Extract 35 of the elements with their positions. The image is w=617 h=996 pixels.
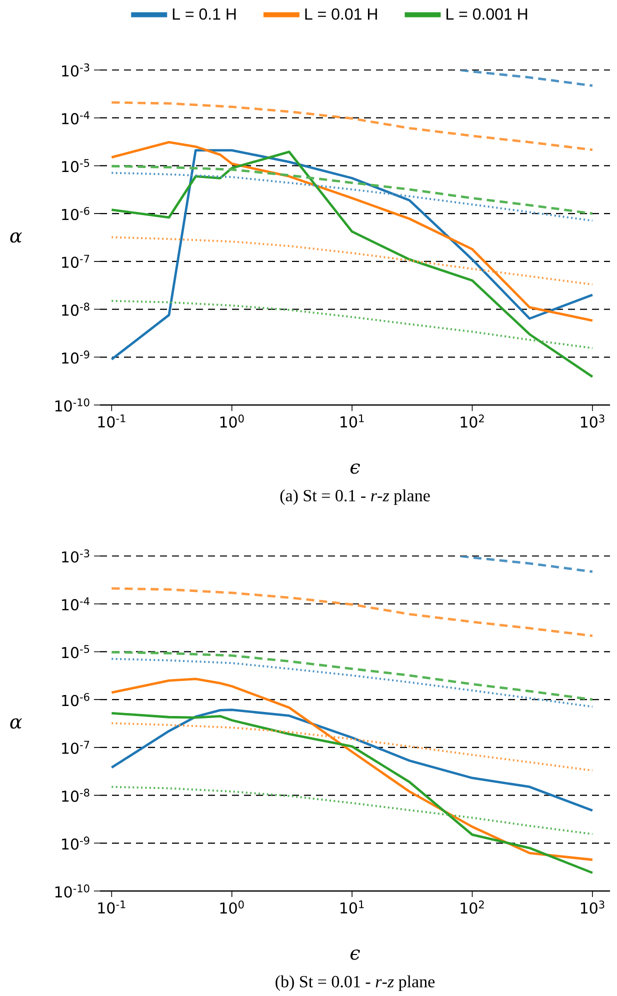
x-tick-label: 10$^{2}$	[460, 900, 484, 914]
x-tick-label: 10$^{0}$	[220, 414, 244, 428]
x-tick-label: 10$^{3}$	[580, 414, 604, 428]
x-tick-label: 10$^{1}$	[340, 414, 364, 428]
y-axis-title: α	[10, 718, 22, 729]
x-tick-label: 10$^{1}$	[340, 900, 364, 914]
y-tick-label: 10$^{-4}$	[62, 597, 90, 610]
x-tick-label: 10$^{0}$	[220, 900, 244, 914]
legend-label: L = 0.01 H	[305, 8, 377, 20]
text: (b) St = 0.01 - r-z plane	[276, 975, 435, 991]
y-tick-label: 10$^{-6}$	[62, 692, 90, 706]
text: (a) St = 0.1 - r-z plane	[280, 489, 430, 505]
y-tick-label: 10$^{-4}$	[62, 111, 90, 124]
legend-label: L = 0.001 H	[446, 8, 528, 20]
x-axis-title: ϵ	[350, 949, 360, 960]
y-tick-label: 10$^{-6}$	[62, 206, 90, 220]
y-tick-label: 10$^{-3}$	[62, 549, 90, 563]
y-tick-label: 10$^{-8}$	[62, 788, 90, 802]
y-tick-label: 10$^{-7}$	[62, 254, 90, 268]
y-tick-label: 10$^{-5}$	[62, 645, 90, 658]
y-tick-label: 10$^{-9}$	[62, 350, 90, 364]
x-tick-label: 10$^{-1}$	[98, 900, 126, 914]
y-tick-label: 10$^{-5}$	[62, 159, 90, 172]
y-tick-label: 10$^{-10}$	[55, 884, 90, 898]
y-tick-label: 10$^{-10}$	[55, 398, 90, 412]
x-tick-label: 10$^{-1}$	[98, 414, 126, 428]
y-tick-label: 10$^{-7}$	[62, 740, 90, 754]
y-tick-label: 10$^{-9}$	[62, 836, 90, 850]
legend-label: L = 0.1 H	[172, 8, 236, 20]
x-tick-label: 10$^{2}$	[460, 414, 484, 428]
y-axis-title: α	[10, 232, 22, 243]
y-tick-label: 10$^{-8}$	[62, 302, 90, 316]
x-tick-label: 10$^{3}$	[580, 900, 604, 914]
x-axis-title: ϵ	[350, 463, 360, 474]
y-tick-label: 10$^{-3}$	[62, 63, 90, 77]
